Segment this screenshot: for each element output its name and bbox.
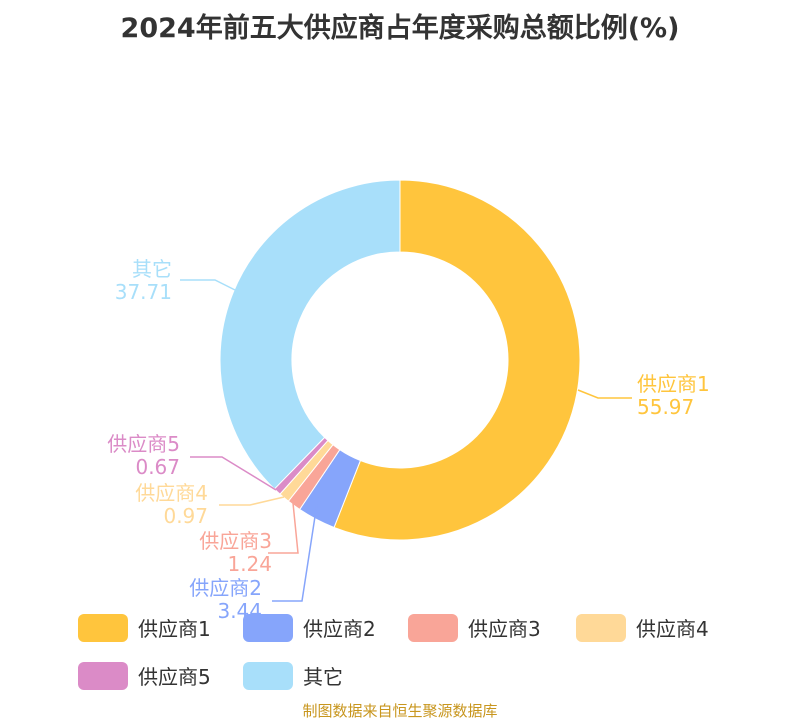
- data-label-name: 供应商3: [199, 529, 272, 553]
- legend-item[interactable]: 供应商1: [78, 613, 211, 642]
- legend-item[interactable]: 供应商5: [78, 661, 211, 690]
- legend-label: 供应商3: [468, 617, 541, 641]
- legend-swatch: [576, 613, 626, 642]
- data-label-name: 其它: [132, 257, 172, 281]
- data-label-name: 供应商2: [189, 576, 262, 600]
- leader-line-5: [190, 456, 277, 491]
- legend-label: 供应商5: [138, 665, 211, 689]
- leader-line-2: [272, 496, 319, 602]
- data-label-value: 1.24: [227, 552, 272, 576]
- leader-line-3: [268, 502, 299, 554]
- leader-line-4: [219, 496, 285, 506]
- data-label-name: 供应商5: [107, 432, 180, 456]
- leader-line-6: [180, 279, 236, 291]
- legend-label: 其它: [303, 665, 343, 689]
- legend-item[interactable]: 供应商2: [243, 613, 376, 642]
- chart-title: 2024年前五大供应商占年度采购总额比例(%): [120, 13, 680, 44]
- leader-line-1: [577, 389, 632, 399]
- data-label-value: 0.67: [135, 455, 180, 479]
- data-label-name: 供应商4: [135, 481, 208, 505]
- legend-swatch: [243, 613, 293, 642]
- slice-6[interactable]: [219, 179, 401, 490]
- slice-1[interactable]: [333, 179, 581, 541]
- legend-swatch: [408, 613, 458, 642]
- source-note: 制图数据来自恒生聚源数据库: [302, 702, 498, 720]
- legend-swatch: [78, 613, 128, 642]
- legend-item[interactable]: 供应商4: [576, 613, 709, 642]
- legend-label: 供应商1: [138, 617, 211, 641]
- data-label-value: 37.71: [115, 280, 172, 304]
- legend-swatch: [243, 661, 293, 690]
- legend-item[interactable]: 其它: [243, 661, 343, 690]
- data-label-value: 0.97: [163, 504, 208, 528]
- data-label-name: 供应商1: [637, 372, 710, 396]
- legend-label: 供应商2: [303, 617, 376, 641]
- data-label-value: 55.97: [637, 395, 694, 419]
- legend-item[interactable]: 供应商3: [408, 613, 541, 642]
- legend-swatch: [78, 661, 128, 690]
- legend-label: 供应商4: [636, 617, 709, 641]
